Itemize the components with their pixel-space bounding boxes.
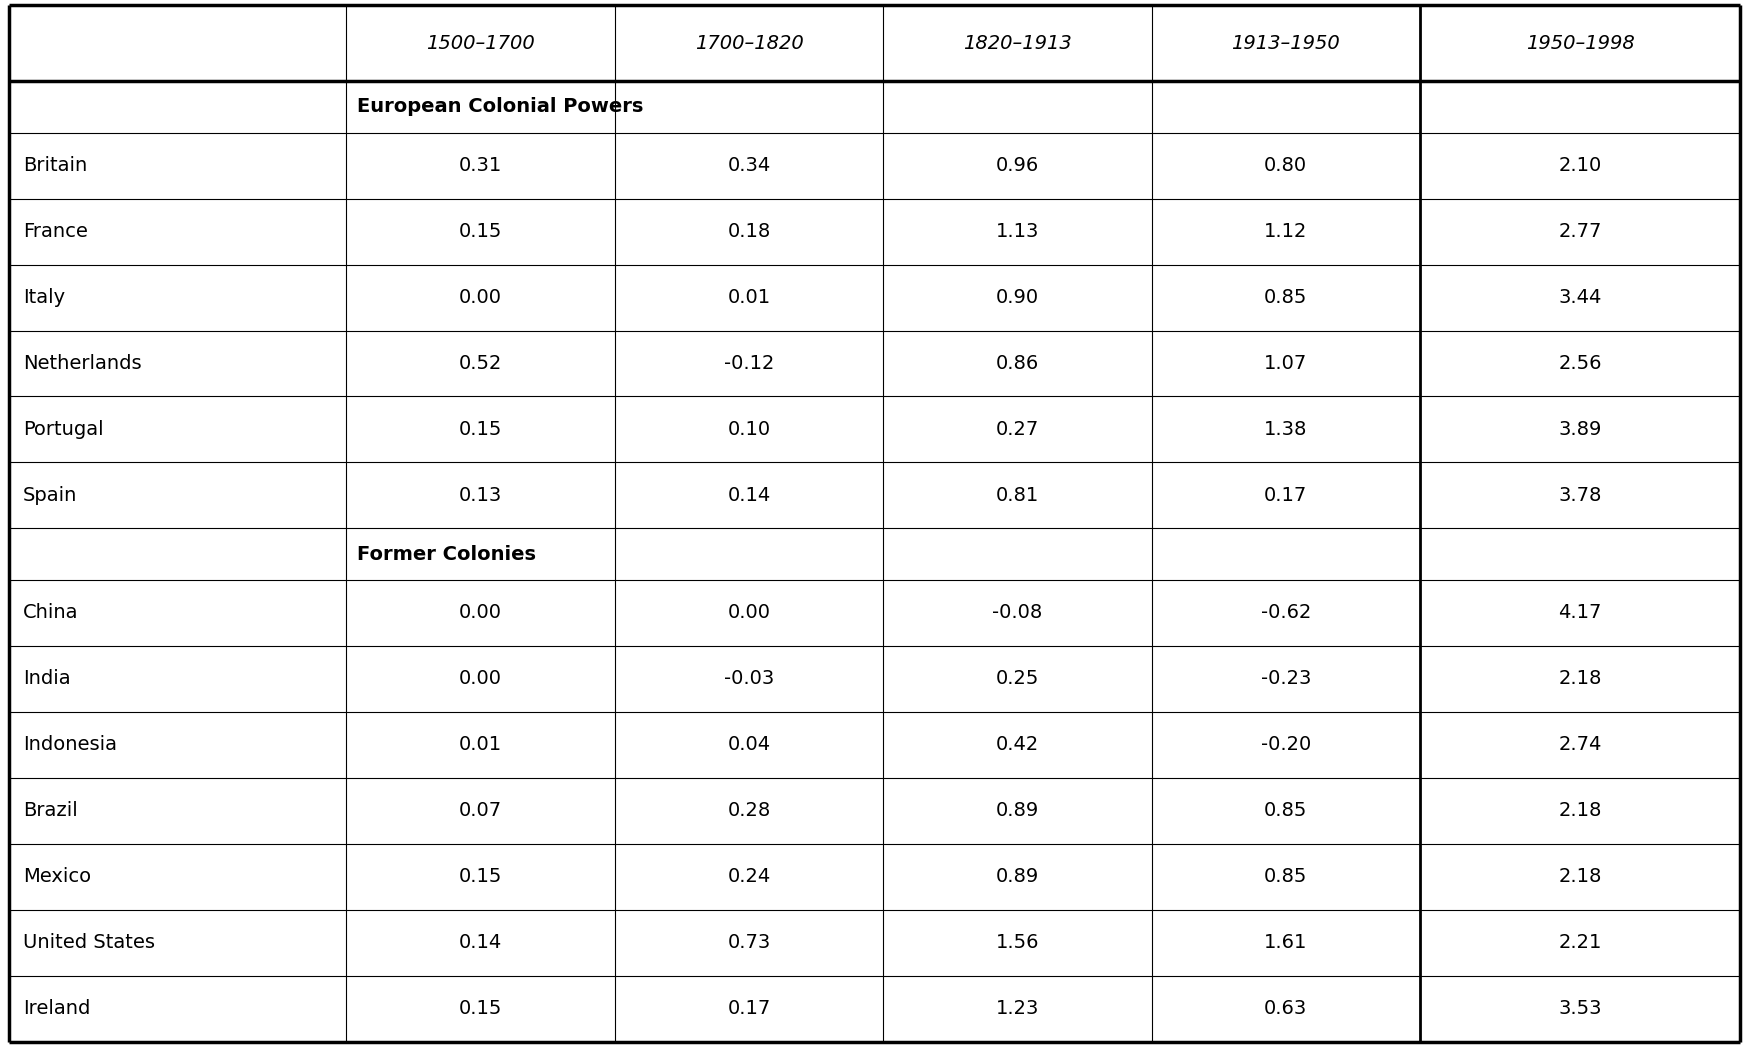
Text: 0.17: 0.17 [727,999,771,1019]
Text: 0.01: 0.01 [727,288,771,307]
Text: -0.23: -0.23 [1260,669,1311,688]
Text: 0.00: 0.00 [458,603,502,622]
Text: 0.04: 0.04 [727,735,771,754]
Text: 2.56: 2.56 [1557,354,1601,373]
Text: 0.28: 0.28 [727,801,771,821]
Text: 1700–1820: 1700–1820 [694,34,802,52]
Text: 0.86: 0.86 [995,354,1038,373]
Text: 1.38: 1.38 [1264,420,1308,439]
Text: 0.89: 0.89 [995,867,1038,887]
Text: 1820–1913: 1820–1913 [963,34,1072,52]
Text: 0.15: 0.15 [458,867,502,887]
Text: Netherlands: Netherlands [23,354,142,373]
Text: 2.18: 2.18 [1557,867,1601,887]
Text: 0.90: 0.90 [995,288,1038,307]
Text: 0.14: 0.14 [458,933,502,953]
Text: 0.42: 0.42 [995,735,1038,754]
Text: 0.07: 0.07 [458,801,502,821]
Text: Britain: Britain [23,156,87,175]
Text: 0.17: 0.17 [1264,486,1306,505]
Text: 0.01: 0.01 [458,735,502,754]
Text: 0.81: 0.81 [995,486,1038,505]
Text: 0.15: 0.15 [458,222,502,241]
Text: 1.12: 1.12 [1264,222,1308,241]
Text: 3.44: 3.44 [1557,288,1601,307]
Text: 0.85: 0.85 [1264,801,1308,821]
Text: 3.53: 3.53 [1557,999,1601,1019]
Text: 0.73: 0.73 [727,933,771,953]
Text: 2.10: 2.10 [1557,156,1601,175]
Text: -0.12: -0.12 [724,354,774,373]
Text: 0.27: 0.27 [995,420,1038,439]
Text: 1.07: 1.07 [1264,354,1306,373]
Text: 3.78: 3.78 [1557,486,1601,505]
Text: 0.34: 0.34 [727,156,771,175]
Text: 0.89: 0.89 [995,801,1038,821]
Text: 2.21: 2.21 [1557,933,1601,953]
Text: France: France [23,222,87,241]
Text: 0.31: 0.31 [458,156,502,175]
Text: 1.56: 1.56 [995,933,1038,953]
Text: China: China [23,603,79,622]
Text: Ireland: Ireland [23,999,91,1019]
Text: -0.62: -0.62 [1260,603,1311,622]
Text: 0.00: 0.00 [458,669,502,688]
Text: 1.23: 1.23 [995,999,1038,1019]
Text: Spain: Spain [23,486,77,505]
Text: 0.00: 0.00 [727,603,771,622]
Text: 0.00: 0.00 [458,288,502,307]
Text: -0.08: -0.08 [991,603,1042,622]
Text: Indonesia: Indonesia [23,735,117,754]
Text: 0.85: 0.85 [1264,288,1308,307]
Text: 0.52: 0.52 [458,354,502,373]
Text: 0.80: 0.80 [1264,156,1306,175]
Text: 0.25: 0.25 [995,669,1038,688]
Text: Former Colonies: Former Colonies [357,544,535,563]
Text: 2.74: 2.74 [1557,735,1601,754]
Text: 0.15: 0.15 [458,420,502,439]
Text: 0.18: 0.18 [727,222,771,241]
Text: Italy: Italy [23,288,65,307]
Text: 1.61: 1.61 [1264,933,1308,953]
Text: 2.77: 2.77 [1557,222,1601,241]
Text: 2.18: 2.18 [1557,669,1601,688]
Text: Mexico: Mexico [23,867,91,887]
Text: 4.17: 4.17 [1557,603,1601,622]
Text: 0.63: 0.63 [1264,999,1306,1019]
Text: European Colonial Powers: European Colonial Powers [357,97,643,116]
Text: Brazil: Brazil [23,801,77,821]
Text: 1913–1950: 1913–1950 [1231,34,1339,52]
Text: United States: United States [23,933,154,953]
Text: 0.14: 0.14 [727,486,771,505]
Text: 1500–1700: 1500–1700 [427,34,535,52]
Text: -0.20: -0.20 [1260,735,1309,754]
Text: 0.24: 0.24 [727,867,771,887]
Text: 0.13: 0.13 [458,486,502,505]
Text: -0.03: -0.03 [724,669,774,688]
Text: 0.10: 0.10 [727,420,771,439]
Text: Portugal: Portugal [23,420,103,439]
Text: 3.89: 3.89 [1557,420,1601,439]
Text: 0.85: 0.85 [1264,867,1308,887]
Text: 1950–1998: 1950–1998 [1524,34,1634,52]
Text: 0.15: 0.15 [458,999,502,1019]
Text: 0.96: 0.96 [995,156,1038,175]
Text: 2.18: 2.18 [1557,801,1601,821]
Text: India: India [23,669,70,688]
Text: 1.13: 1.13 [995,222,1038,241]
